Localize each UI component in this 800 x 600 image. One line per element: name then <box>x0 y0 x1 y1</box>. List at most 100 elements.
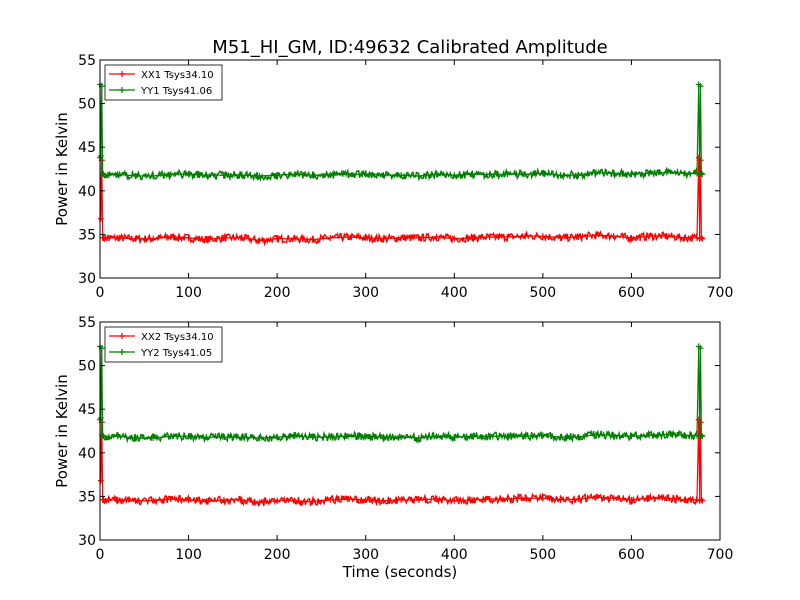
legend-box <box>104 326 223 363</box>
data-point <box>291 171 298 178</box>
data-point <box>469 234 475 241</box>
data-point <box>522 433 529 440</box>
data-point <box>469 171 475 178</box>
data-point <box>539 233 546 240</box>
legend-box <box>104 64 223 101</box>
data-point <box>699 171 706 178</box>
data-point <box>575 434 582 441</box>
data-point <box>132 497 139 504</box>
data-point <box>185 496 192 503</box>
y-tick-label: 55 <box>78 53 96 69</box>
data-point <box>380 172 387 179</box>
data-point <box>539 170 546 177</box>
data-point <box>97 477 104 484</box>
data-point <box>167 433 174 440</box>
data-point <box>663 495 670 502</box>
data-point <box>646 233 653 240</box>
y-tick-label: 40 <box>78 184 96 200</box>
data-point <box>681 432 688 439</box>
data-point <box>575 234 582 241</box>
data-point <box>345 433 351 440</box>
data-point <box>398 496 405 503</box>
data-point <box>681 170 688 177</box>
data-point <box>415 434 422 441</box>
data-point <box>697 345 704 352</box>
y-tick-label: 50 <box>78 359 96 375</box>
data-point <box>345 171 351 178</box>
data-point <box>362 171 369 178</box>
x-tick-label: 200 <box>264 547 291 563</box>
data-point <box>203 434 210 441</box>
data-point <box>309 498 316 505</box>
x-tick-label: 0 <box>96 285 105 301</box>
data-point <box>398 172 405 179</box>
data-point <box>504 496 511 503</box>
data-point <box>433 234 440 241</box>
data-point <box>433 171 440 178</box>
data-point <box>291 235 298 242</box>
data-point <box>203 498 210 505</box>
data-point <box>150 434 157 441</box>
data-point <box>628 234 635 241</box>
data-point <box>433 433 440 440</box>
data-point <box>398 234 405 241</box>
data-point <box>132 172 139 179</box>
data-point <box>697 157 704 164</box>
legend-marker <box>119 87 125 93</box>
x-tick-label: 500 <box>529 285 556 301</box>
legend-label: XX2 Tsys34.10 <box>141 332 214 343</box>
data-point <box>486 433 493 440</box>
data-point <box>105 234 112 241</box>
panel-2: 0 100 200 300 400 500 600 700 30 35 40 45 50 55 Power … <box>53 315 733 581</box>
data-point <box>575 496 582 503</box>
x-tick-label: 700 <box>707 547 734 563</box>
series-2 <box>97 81 706 183</box>
data-point <box>327 234 334 241</box>
data-point <box>593 169 599 176</box>
data-point <box>522 495 529 502</box>
data-point <box>362 234 369 241</box>
data-point <box>575 172 582 179</box>
data-point <box>238 172 245 179</box>
legend-label: YY1 Tsys41.06 <box>140 86 212 97</box>
data-point <box>557 496 564 503</box>
data-point <box>593 431 599 438</box>
data-point <box>274 434 281 441</box>
data-point <box>97 414 104 421</box>
series-2 <box>97 343 706 445</box>
data-point <box>291 497 298 504</box>
data-point <box>398 434 405 441</box>
data-point <box>504 234 511 241</box>
data-point <box>167 234 174 241</box>
data-point <box>557 434 564 441</box>
y-tick-label: 30 <box>78 271 96 287</box>
data-point <box>150 235 157 242</box>
data-point <box>646 432 653 439</box>
series-1 <box>97 416 706 508</box>
data-point <box>100 234 107 241</box>
x-tick-label: 600 <box>618 547 645 563</box>
data-point <box>256 499 263 506</box>
x-tick-label: 0 <box>96 547 105 563</box>
data-point <box>539 495 546 502</box>
data-point <box>100 171 107 178</box>
data-point <box>451 235 458 242</box>
legend: XX2 Tsys34.10 YY2 Tsys41.05 <box>104 326 223 363</box>
data-point <box>238 234 245 241</box>
data-point <box>699 433 706 440</box>
data-point <box>469 496 475 503</box>
data-point <box>663 233 670 240</box>
legend-label: YY2 Tsys41.05 <box>140 348 212 359</box>
data-point <box>274 497 281 504</box>
data-point <box>699 235 706 242</box>
x-axis-label: Time (seconds) <box>342 563 458 581</box>
data-point <box>238 496 245 503</box>
data-point <box>99 432 106 439</box>
data-point <box>610 233 617 240</box>
x-tick-label: 300 <box>352 547 379 563</box>
data-point <box>663 431 670 438</box>
legend-marker <box>119 333 125 339</box>
data-point <box>663 169 670 176</box>
data-point <box>539 432 546 439</box>
